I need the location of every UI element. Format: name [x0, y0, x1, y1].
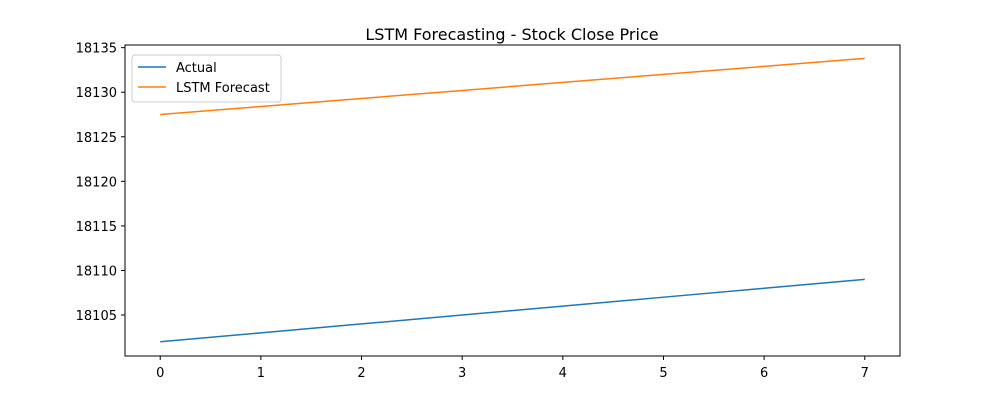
y-tick-label: 18110	[76, 264, 117, 279]
y-axis: 18105 18110 18115 18120 18125 18130 18135	[76, 42, 125, 324]
x-tick-label: 2	[357, 366, 365, 381]
x-tick-label: 3	[458, 366, 466, 381]
y-tick-label: 18105	[76, 309, 117, 324]
y-tick-label: 18135	[76, 42, 117, 57]
legend-label: Actual	[176, 61, 217, 76]
y-tick-label: 18115	[76, 220, 117, 235]
x-tick-label: 7	[861, 366, 869, 381]
y-tick-label: 18125	[76, 131, 117, 146]
series-layer	[160, 57, 865, 343]
series-line-actual	[160, 278, 865, 343]
legend-box	[131, 54, 282, 103]
x-axis: 0 1 2 3 4 5 6 7	[156, 356, 869, 381]
y-tick-label: 18130	[76, 86, 117, 101]
chart-title: LSTM Forecasting - Stock Close Price	[365, 25, 658, 44]
legend: Actual LSTM Forecast	[131, 54, 282, 103]
plot-area	[124, 44, 901, 357]
x-tick-label: 6	[760, 366, 768, 381]
x-tick-label: 1	[257, 366, 265, 381]
x-tick-label: 4	[559, 366, 567, 381]
x-tick-label: 5	[659, 366, 667, 381]
y-tick-label: 18120	[76, 175, 117, 190]
legend-label: LSTM Forecast	[176, 81, 270, 96]
series-line-lstm-forecast	[160, 57, 865, 116]
x-tick-label: 0	[156, 366, 164, 381]
